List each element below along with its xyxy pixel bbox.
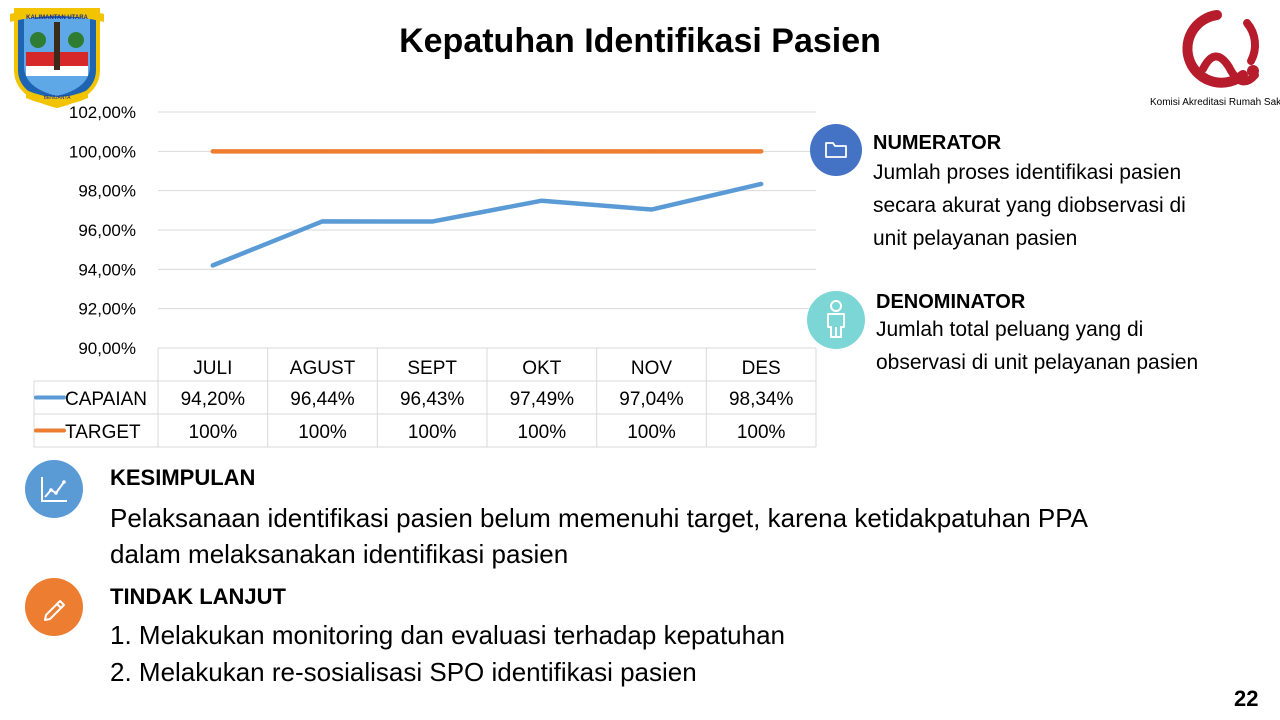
data-point-capaian bbox=[210, 263, 215, 268]
numerator-line: unit pelayanan pasien bbox=[873, 227, 1078, 250]
list-item: 1. Melakukan monitoring dan evaluasi ter… bbox=[110, 620, 786, 650]
data-label: 94,20% bbox=[181, 389, 246, 410]
data-point-target bbox=[430, 149, 435, 154]
pencil-icon bbox=[44, 600, 65, 621]
crest-banner-text: KALIMANTAN UTARA bbox=[26, 15, 88, 21]
data-point-capaian bbox=[539, 198, 544, 203]
page-title: Kepatuhan Identifikasi Pasien bbox=[399, 22, 881, 60]
data-point-capaian bbox=[320, 219, 325, 224]
data-label: 96,44% bbox=[290, 389, 355, 410]
data-label: 100% bbox=[627, 422, 676, 443]
kars-logo bbox=[1182, 10, 1260, 88]
data-label: 100% bbox=[737, 422, 786, 443]
data-point-target bbox=[539, 149, 544, 154]
y-tick-label: 102,00% bbox=[69, 103, 136, 122]
line-chart-icon bbox=[41, 477, 67, 502]
data-label: 97,49% bbox=[510, 389, 575, 410]
denominator-heading: DENOMINATOR bbox=[876, 291, 1026, 313]
list-item: 2. Melakukan re-sosialisasi SPO identifi… bbox=[110, 657, 697, 687]
x-category-label: SEPT bbox=[407, 358, 457, 379]
data-label: 100% bbox=[298, 422, 347, 443]
compliance-line-chart: 90,00% 92,00% 94,00% 96,00% 98,00% 100,00% 102… bbox=[33, 103, 817, 448]
legend-label: TARGET bbox=[65, 422, 141, 443]
page-number: 22 bbox=[1234, 686, 1259, 711]
x-category-label: OKT bbox=[522, 358, 561, 379]
y-tick-label: 94,00% bbox=[78, 260, 136, 279]
crest-motto-text: BENUANTA bbox=[44, 95, 72, 101]
folder-icon bbox=[825, 142, 847, 158]
data-point-capaian bbox=[759, 181, 764, 186]
kesimpulan-heading: KESIMPULAN bbox=[110, 465, 256, 490]
denominator-line: observasi di unit pelayanan pasien bbox=[876, 351, 1199, 374]
y-tick-label: 98,00% bbox=[78, 182, 136, 201]
data-label: 96,43% bbox=[400, 389, 465, 410]
kesimpulan-line: Pelaksanaan identifikasi pasien belum me… bbox=[110, 503, 1089, 533]
data-point-target bbox=[210, 149, 215, 154]
pencil-icon-badge bbox=[25, 578, 83, 636]
data-point-capaian bbox=[649, 207, 654, 212]
data-point-target bbox=[320, 149, 325, 154]
numerator-line: secara akurat yang diobservasi di bbox=[873, 194, 1186, 217]
kesimpulan-line: dalam melaksanakan identifikasi pasien bbox=[110, 539, 569, 569]
series-line-capaian bbox=[210, 181, 764, 268]
numerator-heading: NUMERATOR bbox=[873, 132, 1002, 154]
line-chart-icon-badge bbox=[25, 460, 83, 518]
data-label: 100% bbox=[189, 422, 238, 443]
y-tick-label: 96,00% bbox=[78, 221, 136, 240]
data-label: 100% bbox=[408, 422, 457, 443]
tindak-lanjut-list: 1. Melakukan monitoring dan evaluasi ter… bbox=[110, 617, 785, 691]
y-tick-label: 90,00% bbox=[78, 339, 136, 358]
data-point-target bbox=[649, 149, 654, 154]
data-label: 97,04% bbox=[619, 389, 684, 410]
x-category-label: DES bbox=[742, 358, 781, 379]
numerator-line: Jumlah proses identifikasi pasien bbox=[873, 161, 1182, 184]
data-point-target bbox=[759, 149, 764, 154]
data-label: 100% bbox=[518, 422, 567, 443]
x-category-label: AGUST bbox=[290, 358, 356, 379]
kars-caption: Komisi Akreditasi Rumah Sakit bbox=[1150, 97, 1280, 108]
x-category-label: JULI bbox=[193, 358, 232, 379]
data-label: 98,34% bbox=[729, 389, 794, 410]
y-tick-label: 100,00% bbox=[69, 142, 136, 161]
y-tick-label: 92,00% bbox=[78, 300, 136, 319]
person-icon-badge bbox=[807, 291, 865, 349]
kesimpulan-body: Pelaksanaan identifikasi pasien belum me… bbox=[110, 500, 1260, 572]
data-point-capaian bbox=[430, 219, 435, 224]
denominator-body: Jumlah total peluang yang di observasi d… bbox=[876, 313, 1276, 379]
denominator-line: Jumlah total peluang yang di bbox=[876, 318, 1144, 341]
legend-label: CAPAIAN bbox=[65, 389, 147, 410]
numerator-body: Jumlah proses identifikasi pasien secara… bbox=[873, 156, 1273, 255]
x-category-label: NOV bbox=[631, 358, 673, 379]
folder-icon-badge bbox=[810, 124, 862, 176]
province-crest-logo: KALIMANTAN UTARA BENUANTA bbox=[10, 8, 104, 108]
person-icon bbox=[827, 300, 845, 338]
tindak-lanjut-heading: TINDAK LANJUT bbox=[110, 584, 286, 609]
